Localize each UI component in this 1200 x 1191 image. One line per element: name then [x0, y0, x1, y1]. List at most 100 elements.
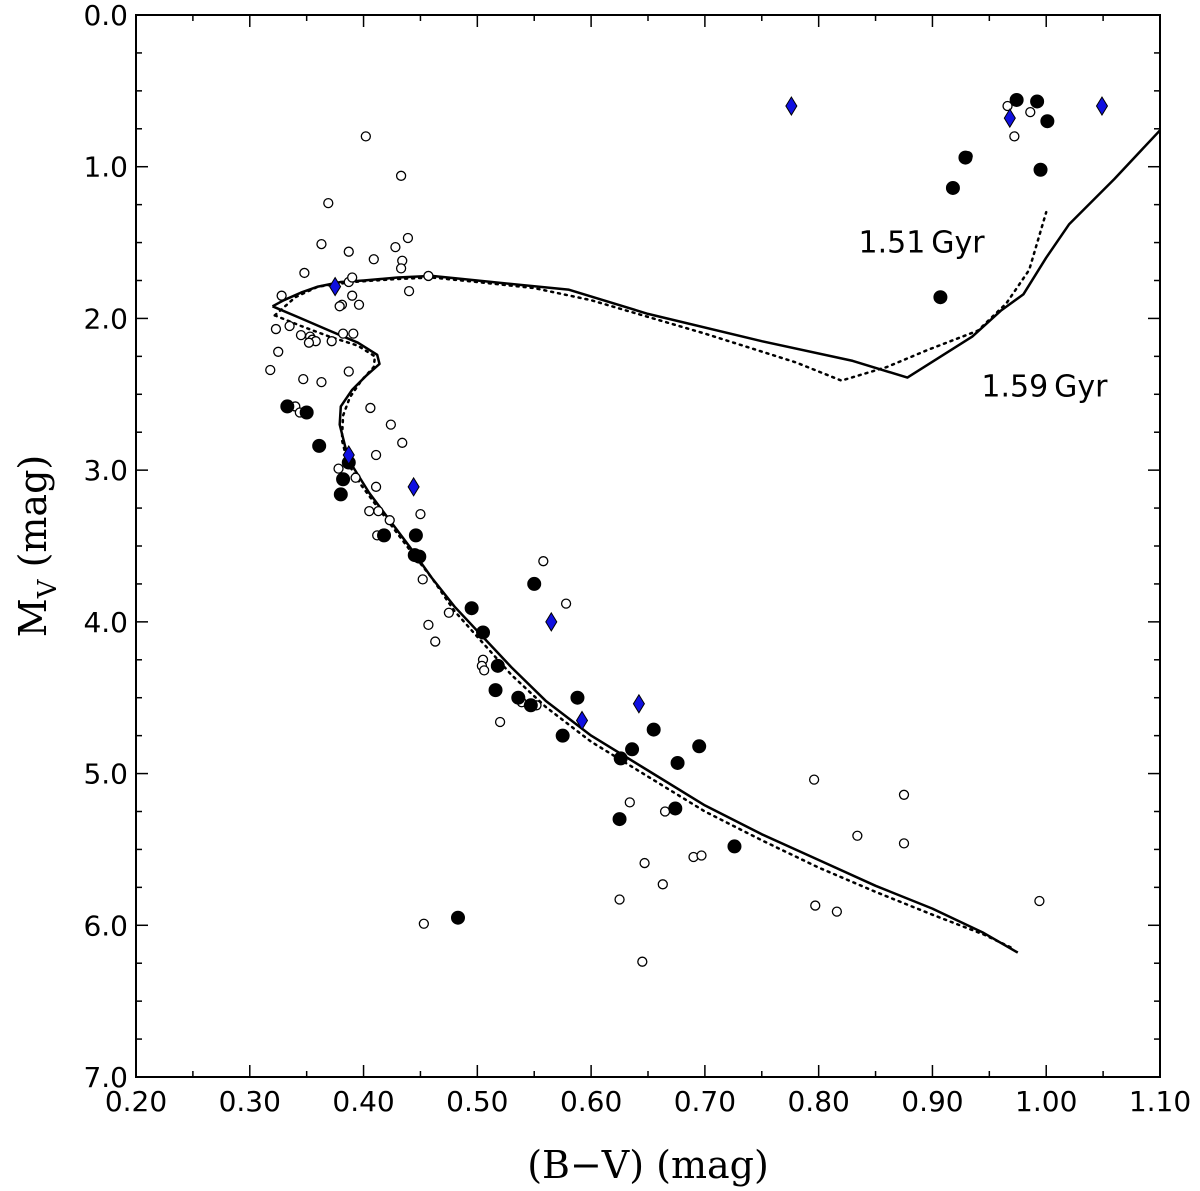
open-circle-point [423, 270, 434, 282]
y-axis-title: MV (mag) [11, 455, 63, 637]
open-circle-point [808, 774, 820, 785]
open-circle-point [443, 607, 455, 618]
x-tick-label: 0.50 [446, 1085, 508, 1118]
filled-circle-point [945, 180, 960, 195]
filled-circle-point [490, 658, 505, 673]
filled-circle-point [1033, 162, 1048, 177]
filled-circle-point [450, 910, 465, 925]
open-circle-point [368, 254, 379, 265]
open-circle-point [831, 906, 843, 917]
filled-circle-point [555, 728, 570, 743]
diamond-point [342, 445, 355, 465]
diamond-point [1095, 96, 1109, 116]
open-circle-point [353, 299, 365, 310]
open-circle-point [350, 472, 361, 483]
open-circle-point [810, 900, 821, 911]
open-circle-point [333, 463, 344, 474]
open-circle-point [852, 830, 863, 841]
filled-circle-point [646, 722, 661, 737]
open-circle-point [316, 376, 327, 388]
y-tick-label: 6.0 [83, 909, 128, 942]
data-points [265, 92, 1109, 967]
open-circle-point [348, 328, 359, 339]
open-circle-point [326, 336, 337, 347]
x-tick-label: 0.70 [674, 1085, 736, 1118]
filled-circle-point [570, 690, 585, 705]
filled-circle-point [476, 625, 491, 640]
isochrone-1.59-Gyr [272, 305, 1019, 954]
filled-circle-point [280, 399, 295, 414]
open-circle-point [639, 857, 650, 869]
open-circle-point [898, 789, 910, 800]
filled-circle-point [408, 528, 423, 543]
y-tick-label: 2.0 [83, 302, 128, 335]
open-circle-point [430, 636, 441, 647]
open-circle-point [343, 366, 354, 377]
filled-circle-point [625, 742, 640, 757]
isochrone-age-label: 1.51 Gyr [858, 226, 985, 261]
filled-circle-point [377, 528, 392, 543]
open-circle-point [659, 806, 671, 817]
open-circle-point [898, 838, 910, 849]
open-circle-point [403, 285, 415, 297]
open-circle-point [395, 170, 407, 181]
open-circle-point [343, 246, 354, 257]
filled-circle-point [488, 683, 503, 698]
filled-circle-point [523, 698, 538, 713]
filled-circle-point [1030, 94, 1045, 109]
isochrone-1.51-Gyr [273, 314, 1014, 950]
open-circle-point [614, 894, 625, 905]
isochrone-age-label: 1.59 Gyr [981, 370, 1108, 405]
open-circle-point [390, 241, 401, 253]
filled-circle-point [692, 739, 707, 754]
filled-circle-point [958, 150, 973, 165]
open-circle-point [298, 373, 309, 385]
open-circle-point [696, 850, 707, 861]
open-circle-point [397, 437, 408, 448]
open-circle-point [334, 301, 345, 312]
diamond-point [1003, 108, 1016, 129]
filled-circle-point [670, 755, 685, 770]
open-circle-point [423, 619, 434, 631]
filled-circle-point [613, 751, 628, 766]
filled-circle-point [299, 405, 314, 420]
filled-circle-point [1009, 92, 1024, 107]
open-circle-point [295, 329, 307, 341]
x-tick-label: 0.80 [787, 1085, 849, 1118]
open-circle-point [637, 956, 648, 967]
y-tick-label: 3.0 [83, 454, 128, 487]
open-circle-point [370, 481, 382, 492]
x-axis-title: (B−V) (mag) [527, 1143, 769, 1187]
diamond-point [632, 693, 645, 714]
y-tick-label: 1.0 [83, 151, 128, 184]
y-tick-label: 7.0 [83, 1061, 128, 1094]
y-tick-label: 4.0 [83, 606, 128, 639]
open-circle-point [365, 402, 376, 414]
open-circle-point [370, 449, 382, 461]
filled-circle-point [336, 472, 351, 487]
open-circle-point [415, 508, 426, 520]
open-circle-point [418, 918, 430, 929]
open-circle-point [417, 574, 428, 585]
open-circle-point [479, 665, 490, 676]
open-circle-point [538, 556, 549, 567]
diamond-point [575, 710, 589, 731]
annotations: 1.51 Gyr 1.59 Gyr [858, 226, 1108, 405]
open-circle-point [1034, 895, 1045, 907]
filled-circle-point [727, 839, 742, 854]
y-tick-label: 0.0 [83, 0, 128, 32]
filled-circle-point [412, 549, 427, 564]
axis-ticks [135, 14, 1161, 1078]
x-tick-label: 1.00 [1015, 1085, 1077, 1118]
x-tick-label: 0.30 [219, 1085, 281, 1118]
filled-circle-point [312, 438, 327, 453]
open-circle-point [1009, 131, 1020, 142]
open-circle-point [402, 232, 414, 244]
filled-circle-point [668, 801, 683, 816]
filled-circle-point [933, 290, 948, 305]
open-circle-point [657, 879, 668, 890]
diamond-point [785, 96, 798, 116]
open-circle-point [337, 328, 349, 339]
open-circle-point [303, 337, 315, 348]
